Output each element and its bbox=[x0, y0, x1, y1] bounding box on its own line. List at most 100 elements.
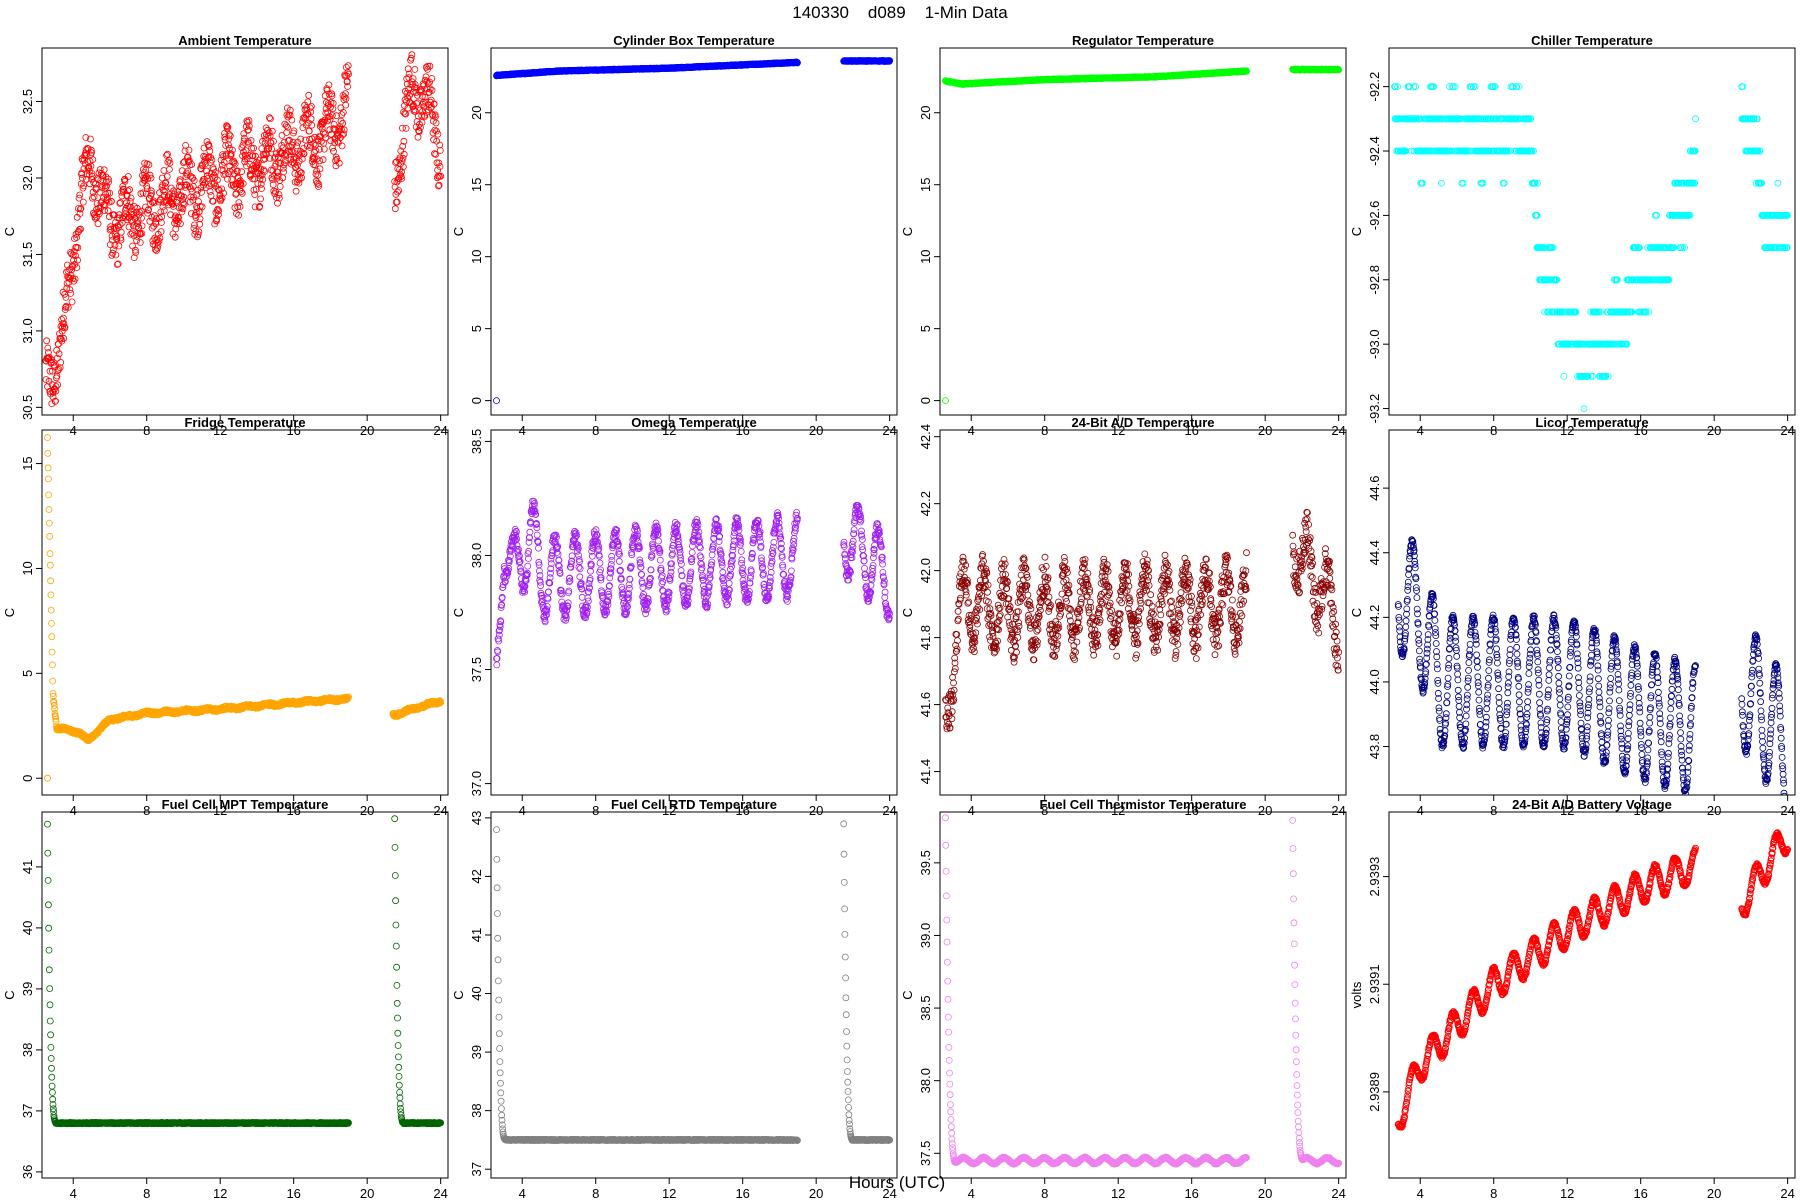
data-point bbox=[1451, 83, 1459, 90]
data-point bbox=[345, 70, 352, 78]
data-point bbox=[326, 126, 334, 134]
data-point bbox=[250, 144, 258, 152]
data-point bbox=[244, 126, 252, 134]
data-point bbox=[411, 81, 419, 88]
data-points bbox=[1391, 83, 1792, 413]
data-point bbox=[307, 141, 314, 149]
data-point bbox=[319, 118, 327, 126]
data-point bbox=[49, 690, 57, 697]
data-point bbox=[342, 64, 350, 71]
data-point bbox=[274, 172, 282, 180]
y-tick-label: -92.4 bbox=[1367, 136, 1382, 166]
data-point bbox=[143, 182, 151, 190]
data-point bbox=[289, 138, 297, 146]
data-point bbox=[93, 200, 101, 207]
data-point bbox=[1419, 179, 1426, 187]
data-point bbox=[343, 77, 351, 85]
data-point bbox=[227, 151, 235, 159]
data-point bbox=[305, 127, 313, 135]
data-point bbox=[316, 157, 324, 165]
data-point bbox=[137, 207, 145, 215]
data-point bbox=[218, 194, 226, 202]
data-point bbox=[174, 213, 182, 221]
data-point bbox=[220, 189, 228, 197]
data-point bbox=[289, 148, 297, 156]
data-point bbox=[1549, 244, 1557, 252]
data-point bbox=[337, 117, 345, 125]
data-point bbox=[435, 181, 443, 189]
data-point bbox=[318, 125, 326, 133]
data-point bbox=[190, 176, 198, 184]
data-point bbox=[330, 147, 337, 155]
data-point bbox=[126, 186, 134, 194]
data-point bbox=[1531, 179, 1539, 187]
data-point bbox=[209, 197, 217, 205]
data-point bbox=[328, 92, 336, 100]
data-point bbox=[403, 89, 411, 97]
data-point bbox=[1611, 340, 1619, 348]
data-point bbox=[344, 83, 352, 90]
data-point bbox=[238, 168, 246, 176]
data-point bbox=[59, 288, 67, 296]
data-point bbox=[315, 183, 322, 190]
y-tick-label: 32.5 bbox=[20, 89, 35, 114]
data-point bbox=[314, 171, 322, 179]
data-point bbox=[1584, 372, 1592, 380]
data-point bbox=[333, 155, 341, 163]
data-point bbox=[117, 228, 125, 236]
data-point bbox=[103, 182, 110, 190]
data-point bbox=[393, 198, 401, 206]
y-tick-label: 5 bbox=[469, 325, 484, 332]
data-point bbox=[185, 157, 193, 165]
plot-frame bbox=[939, 47, 1347, 416]
data-point bbox=[270, 154, 278, 162]
data-point bbox=[138, 230, 146, 237]
data-point bbox=[136, 239, 144, 246]
y-tick-label: 5 bbox=[918, 325, 933, 332]
data-point bbox=[297, 135, 305, 143]
data-point bbox=[275, 194, 283, 202]
data-point bbox=[123, 199, 130, 207]
data-point bbox=[213, 176, 221, 184]
data-point bbox=[176, 220, 184, 228]
plot-frame bbox=[41, 47, 449, 416]
panel-title: Fridge Temperature bbox=[184, 415, 305, 430]
data-point bbox=[311, 161, 319, 169]
data-point bbox=[1515, 83, 1523, 90]
data-point bbox=[436, 147, 444, 154]
data-point bbox=[90, 193, 98, 201]
data-point bbox=[269, 176, 277, 183]
data-point bbox=[332, 157, 340, 165]
data-point bbox=[304, 98, 312, 106]
data-point bbox=[148, 190, 156, 197]
data-point bbox=[1681, 244, 1688, 252]
data-point bbox=[113, 235, 121, 243]
data-points bbox=[942, 65, 1343, 405]
data-point bbox=[326, 113, 333, 120]
data-point bbox=[213, 215, 221, 223]
data-point bbox=[247, 137, 255, 144]
data-point bbox=[428, 86, 436, 94]
data-point bbox=[94, 220, 102, 228]
data-point bbox=[398, 168, 405, 176]
data-point bbox=[87, 135, 94, 143]
data-point bbox=[1500, 179, 1508, 187]
data-point bbox=[159, 186, 167, 194]
data-point bbox=[47, 591, 55, 599]
data-point bbox=[84, 145, 92, 153]
data-point bbox=[133, 237, 141, 245]
data-point bbox=[308, 121, 316, 129]
data-point bbox=[52, 718, 60, 725]
data-point bbox=[942, 397, 949, 405]
data-point bbox=[104, 189, 112, 197]
data-point bbox=[280, 168, 288, 176]
data-point bbox=[266, 114, 273, 122]
data-point bbox=[271, 153, 279, 161]
data-point bbox=[77, 205, 85, 212]
data-point bbox=[292, 163, 300, 171]
data-point bbox=[166, 159, 174, 167]
data-point bbox=[105, 175, 112, 183]
data-point bbox=[73, 264, 81, 271]
